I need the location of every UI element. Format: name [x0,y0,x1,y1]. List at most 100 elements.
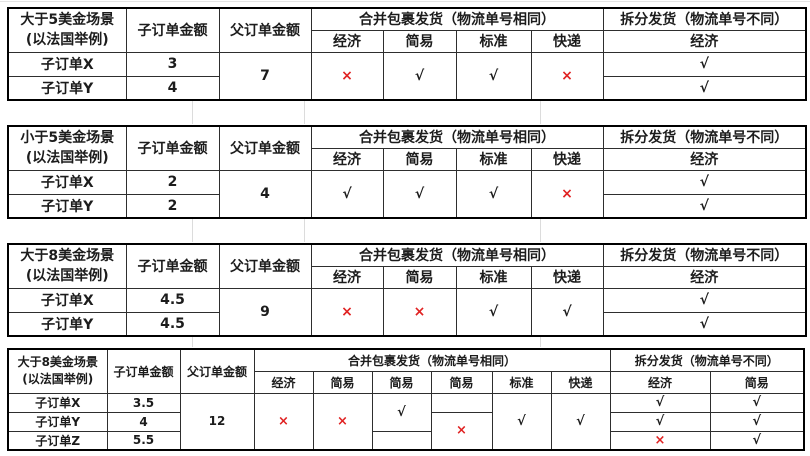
row-label: 子订单Y [7,75,127,101]
header-split-channel-economy: 经济 [602,147,807,171]
header-channel-standard: 标准 [455,29,532,53]
split-mark-simple: √ [709,392,805,413]
faint-gridline [540,219,541,242]
scenario-title: 小于5美金场景 [20,129,115,146]
header-split-group: 拆分发货（物流单号不同） [602,125,807,149]
faint-gridline [192,337,193,347]
header-parent-order-amount: 父订单金额 [218,243,312,289]
faint-grid-top-line [0,1,810,2]
row-label: 子订单X [7,287,127,313]
header-channel-express: 快递 [530,29,604,53]
sub-order-amount-cell: 4.5 [125,287,220,313]
merge-mark-simple: × [382,287,457,337]
split-mark-economy: √ [602,311,807,337]
header-channel-simple-c: 简易 [430,370,493,394]
row-label: 子订单X [7,169,127,195]
header-channel-simple-b: 简易 [371,370,432,394]
row-label: 子订单Y [7,193,127,219]
scenario-header: 大于8美金场景 (以法国举例) [7,243,127,289]
split-mark-economy: √ [602,51,807,77]
header-channel-economy: 经济 [310,265,384,289]
split-mark-economy: √ [609,392,711,413]
sub-order-amount-cell: 4 [106,411,181,432]
faint-gridline [192,101,193,124]
row-label: 子订单Z [7,430,108,451]
scenario-header: 大于8美金场景 (以法国举例) [7,348,108,394]
scenario-note: (以法国举例) [22,372,94,387]
merge-mark-express: √ [530,287,604,337]
header-parent-order-amount: 父订单金额 [218,125,312,171]
merge-mark-express: × [530,51,604,101]
sub-order-amount-cell: 5.5 [106,430,181,451]
scenario-header: 大于5美金场景 (以法国举例) [7,7,127,53]
split-mark-economy: √ [602,287,807,313]
merge-mark-simple-b-xy: √ [371,392,432,432]
sub-order-amount-cell: 2 [125,169,220,195]
header-split-group: 拆分发货（物流单号不同） [609,348,805,372]
merge-mark-express: √ [550,392,611,451]
sub-order-amount-cell: 4.5 [125,311,220,337]
faint-gridline [540,337,541,347]
header-sub-order-amount: 子订单金额 [125,125,220,171]
header-channel-express: 快递 [550,370,611,394]
merge-mark-standard: √ [455,169,532,219]
parent-amount-cell: 12 [179,392,255,451]
header-parent-order-amount: 父订单金额 [179,348,255,394]
header-channel-economy: 经济 [310,29,384,53]
header-channel-simple: 简易 [382,147,457,171]
merge-mark-economy: √ [310,169,384,219]
header-channel-standard: 标准 [491,370,552,394]
table-gt8-usd-scenario-3-suborders: 大于8美金场景 (以法国举例) 子订单金额 父订单金额 合并包裹发货（物流单号相… [7,348,805,451]
scenario-header: 小于5美金场景 (以法国举例) [7,125,127,171]
merge-mark-economy: × [310,287,384,337]
sub-order-amount-cell: 2 [125,193,220,219]
header-channel-standard: 标准 [455,147,532,171]
sub-order-amount-cell: 4 [125,75,220,101]
parent-amount-cell: 9 [218,287,312,337]
row-label: 子订单X [7,51,127,77]
faint-gridline [540,101,541,124]
sub-order-amount-cell: 3.5 [106,392,181,413]
merge-mark-standard: √ [491,392,552,451]
header-split-group: 拆分发货（物流单号不同） [602,243,807,267]
split-mark-economy: √ [602,193,807,219]
scenario-note: (以法国举例) [25,150,109,167]
merge-mark-simple-b-z-empty [371,430,432,451]
merge-mark-simple: √ [382,169,457,219]
faint-gridline [192,219,193,242]
header-split-channel-economy: 经济 [602,265,807,289]
merge-mark-standard: √ [455,287,532,337]
parent-amount-cell: 7 [218,51,312,101]
header-channel-simple: 简易 [382,29,457,53]
header-channel-economy: 经济 [253,370,314,394]
header-merge-group: 合并包裹发货（物流单号相同） [253,348,611,372]
header-sub-order-amount: 子订单金额 [106,348,181,394]
parent-amount-cell: 4 [218,169,312,219]
split-mark-economy: √ [602,75,807,101]
header-channel-express: 快递 [530,265,604,289]
row-label: 子订单X [7,392,108,413]
scenario-note: (以法国举例) [25,32,109,49]
merge-mark-simple-c-x-empty [430,392,493,413]
header-sub-order-amount: 子订单金额 [125,243,220,289]
header-channel-simple: 简易 [382,265,457,289]
table-gt5-usd-scenario: 大于5美金场景 (以法国举例) 子订单金额 父订单金额 合并包裹发货（物流单号相… [7,7,807,101]
header-parent-order-amount: 父订单金额 [218,7,312,53]
header-merge-group: 合并包裹发货（物流单号相同） [310,7,604,31]
merge-mark-express: × [530,169,604,219]
merge-mark-standard: √ [455,51,532,101]
header-split-channel-economy: 经济 [609,370,711,394]
split-mark-simple: √ [709,411,805,432]
header-sub-order-amount: 子订单金额 [125,7,220,53]
split-mark-economy: × [609,430,711,451]
row-label: 子订单Y [7,311,127,337]
scenario-title: 大于8美金场景 [20,247,115,264]
scenario-title: 大于8美金场景 [17,354,98,369]
merge-mark-simple-c-yz: × [430,411,493,451]
faint-gridline [304,101,305,124]
row-label: 子订单Y [7,411,108,432]
faint-gridline [304,219,305,242]
header-channel-simple-a: 简易 [312,370,373,394]
header-merge-group: 合并包裹发货（物流单号相同） [310,243,604,267]
